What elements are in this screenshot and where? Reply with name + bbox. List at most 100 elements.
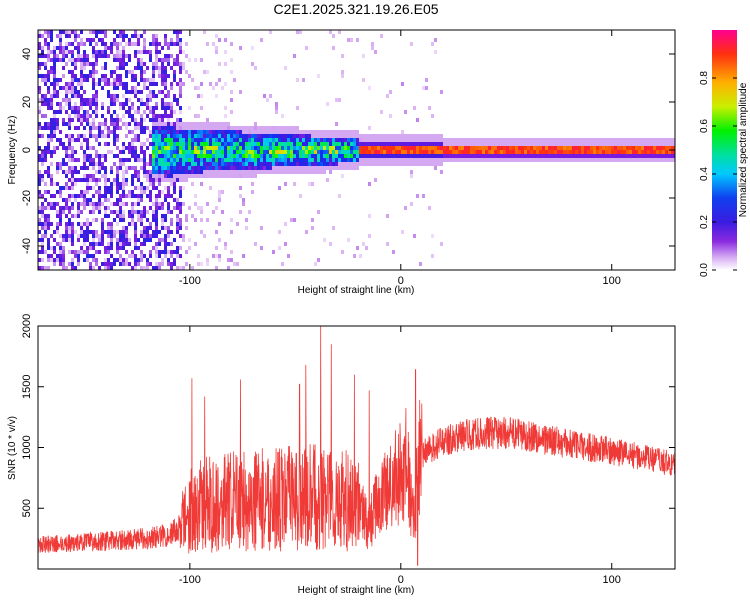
spectrogram-cell (107, 186, 110, 190)
spectrogram-cell (383, 154, 386, 158)
spectrogram-cell (581, 146, 584, 150)
spectrogram-cell (194, 122, 197, 126)
spectrogram-cell (227, 142, 230, 146)
spectrogram-cell (140, 130, 143, 134)
spectrogram-cell (146, 230, 149, 234)
spectrogram-cell (59, 78, 62, 82)
spectrogram-cell (242, 150, 245, 154)
spectrogram-cell (92, 98, 95, 102)
spectrogram-cell (41, 50, 44, 54)
spectrogram-cell (440, 158, 443, 162)
spectrogram-cell (329, 170, 332, 174)
spectrogram-cell (563, 142, 566, 146)
spectrogram-cell (251, 62, 254, 66)
spectrogram-cell (122, 158, 125, 162)
spectrogram-cell (320, 146, 323, 150)
spectrogram-cell (44, 82, 47, 86)
spectrogram-cell (260, 138, 263, 142)
spectrogram-cell (221, 130, 224, 134)
spectrogram-cell (611, 158, 614, 162)
spectrogram-cell (140, 114, 143, 118)
spectrogram-cell (62, 86, 65, 90)
spectrogram-cell (110, 238, 113, 242)
spectrogram-cell (155, 154, 158, 158)
spectrogram-cell (167, 118, 170, 122)
spectrogram-cell (161, 154, 164, 158)
spectrogram-cell (47, 102, 50, 106)
spectrogram-cell (167, 102, 170, 106)
spectrogram-cell (545, 142, 548, 146)
spectrogram-cell (209, 142, 212, 146)
spectrogram-cell (92, 38, 95, 42)
spectrogram-cell (92, 54, 95, 58)
spectrogram-cell (275, 126, 278, 130)
spectrogram-cell (68, 218, 71, 222)
spectrogram-cell (131, 190, 134, 194)
spectrogram-cell (344, 166, 347, 170)
spectrogram-cell (551, 150, 554, 154)
spectrogram-cell (386, 146, 389, 150)
spectrogram-cell (206, 150, 209, 154)
spectrogram-cell (47, 246, 50, 250)
spectrogram-cell (617, 158, 620, 162)
spectrogram-cell (299, 150, 302, 154)
spectrogram-cell (65, 50, 68, 54)
spectrogram-cell (170, 114, 173, 118)
spectrogram-cell (170, 86, 173, 90)
spectrogram-cell (164, 250, 167, 254)
spectrogram-cell (284, 66, 287, 70)
spectrogram-cell (179, 78, 182, 82)
spectrogram-cell (89, 98, 92, 102)
spectrogram-cell (107, 134, 110, 138)
spectrogram-cell (428, 106, 431, 110)
spectrogram-cell (296, 30, 299, 34)
spectrogram-cell (50, 38, 53, 42)
spectrogram-cell (302, 170, 305, 174)
spectrogram-cell (374, 154, 377, 158)
spectrogram-cell (173, 258, 176, 262)
spectrogram-cell (146, 226, 149, 230)
spectrogram-cell (200, 166, 203, 170)
spectrogram-cell (68, 226, 71, 230)
spectrogram-cell (113, 262, 116, 266)
spectrogram-cell (332, 130, 335, 134)
spectrogram-cell (53, 150, 56, 154)
spectrogram-cell (137, 214, 140, 218)
spectrogram-cell (626, 142, 629, 146)
spectrogram-cell (44, 190, 47, 194)
spectrogram-cell (83, 258, 86, 262)
spectrogram-cell (230, 142, 233, 146)
spectrogram-cell (263, 126, 266, 130)
spectrogram-cell (242, 166, 245, 170)
spectrogram-cell (245, 162, 248, 166)
spectrogram-cell (41, 150, 44, 154)
spectrogram-cell (116, 146, 119, 150)
spectrogram-cell (164, 106, 167, 110)
spectrogram-cell (86, 54, 89, 58)
spectrogram-cell (104, 50, 107, 54)
spectrogram-cell (140, 214, 143, 218)
spectrogram-cell (374, 146, 377, 150)
spectrogram-cell (410, 146, 413, 150)
spectrogram-cell (110, 118, 113, 122)
spectrogram-cell (119, 258, 122, 262)
spectrogram-cell (191, 78, 194, 82)
spectrogram-cell (584, 158, 587, 162)
spectrogram-cell (38, 54, 41, 58)
spectrogram-cell (542, 150, 545, 154)
spectrogram-cell (230, 90, 233, 94)
spectrogram-cell (86, 218, 89, 222)
spectrogram-cell (242, 170, 245, 174)
spectrogram-cell (134, 110, 137, 114)
spectrogram-cell (65, 202, 68, 206)
spectrogram-cell (164, 178, 167, 182)
spectrogram-cell (335, 138, 338, 142)
spectrogram-cell (170, 130, 173, 134)
spectrogram-cell (119, 202, 122, 206)
spectrogram-cell (521, 142, 524, 146)
spectrogram-cell (317, 150, 320, 154)
spectrogram-cell (158, 42, 161, 46)
spectrogram-cell (86, 254, 89, 258)
spectrogram-cell (47, 166, 50, 170)
